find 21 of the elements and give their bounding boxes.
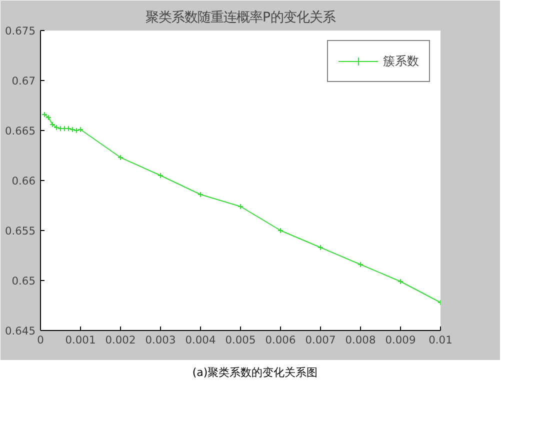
- x-tick-label: 0.003: [145, 334, 176, 346]
- y-tick-label: 0.655: [4, 224, 36, 238]
- text: (a)聚类系数的变化关系图: [192, 365, 318, 381]
- y-tick-label: 0.66: [12, 174, 36, 188]
- y-tick-label: 0.665: [4, 124, 36, 138]
- x-tick-label: 0.007: [305, 334, 336, 346]
- x-tick-label: 0.001: [65, 334, 96, 346]
- x-tick-label: 0.005: [225, 334, 256, 346]
- x-tick-label: 0: [37, 334, 44, 346]
- x-tick-label: 0.008: [345, 334, 376, 346]
- x-tick-label: 0.01: [428, 334, 452, 346]
- x-tick-label: 0.009: [385, 334, 416, 346]
- y-tick-label: 0.67: [12, 74, 36, 88]
- y-tick-label: 0.645: [4, 324, 36, 338]
- legend-label: 簇系数: [383, 52, 419, 70]
- x-tick-label: 0.002: [105, 334, 136, 346]
- x-tick-label: 0.004: [185, 334, 216, 346]
- chart-title: 聚类系数随重连概率P的变化关系: [145, 10, 336, 26]
- y-tick-label: 0.65: [12, 274, 36, 288]
- x-tick-label: 0.006: [265, 334, 296, 346]
- y-tick-label: 0.675: [4, 24, 36, 38]
